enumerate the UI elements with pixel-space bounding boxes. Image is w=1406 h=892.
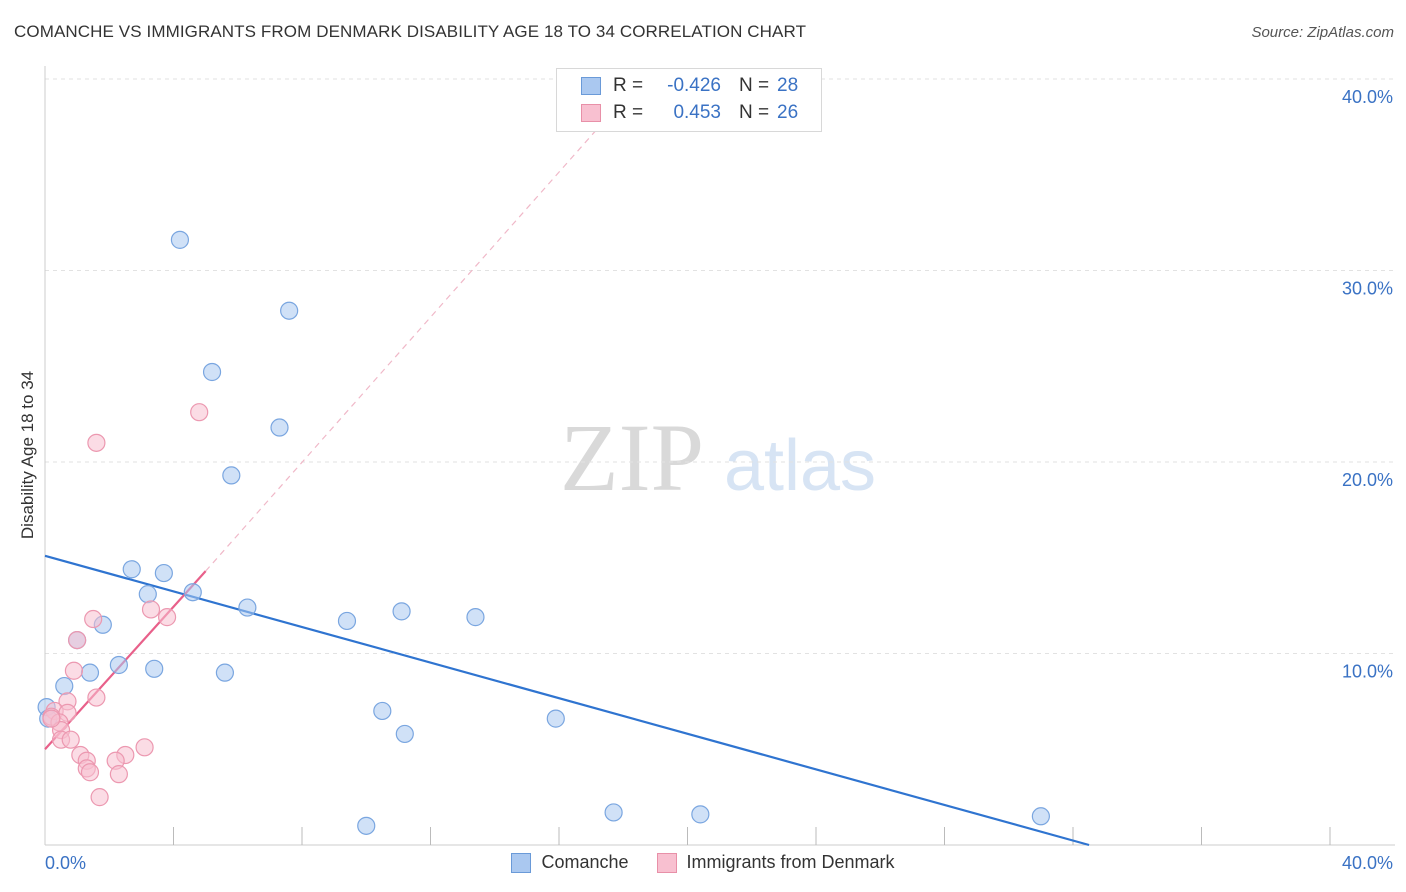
- n-value: 26: [777, 102, 799, 123]
- point-denmark[interactable]: [135, 738, 154, 757]
- point-comanche[interactable]: [337, 611, 357, 631]
- point-comanche[interactable]: [222, 466, 241, 485]
- x-min-label: 0.0%: [45, 853, 86, 873]
- gridlines: [45, 78, 1395, 654]
- point-denmark[interactable]: [84, 609, 103, 629]
- point-comanche[interactable]: [154, 563, 173, 583]
- legend-swatch-denmark: [581, 104, 601, 122]
- watermark-zip: ZIP: [560, 404, 704, 511]
- point-comanche[interactable]: [138, 585, 157, 604]
- watermark: ZIP atlas: [560, 404, 876, 511]
- y-tick-label: 10.0%: [1342, 662, 1393, 682]
- point-denmark[interactable]: [87, 688, 106, 707]
- y-tick-label: 40.0%: [1342, 87, 1393, 107]
- point-comanche[interactable]: [270, 418, 289, 437]
- point-comanche[interactable]: [604, 803, 623, 822]
- point-comanche[interactable]: [1031, 807, 1050, 826]
- legend-swatch-denmark: [656, 852, 677, 873]
- point-comanche[interactable]: [546, 709, 565, 728]
- point-denmark[interactable]: [61, 730, 80, 749]
- x-max-label: 40.0%: [1342, 853, 1393, 873]
- point-comanche[interactable]: [392, 602, 411, 621]
- legend-label-denmark: Immigrants from Denmark: [686, 852, 895, 872]
- point-comanche[interactable]: [238, 598, 257, 617]
- point-denmark[interactable]: [109, 765, 128, 784]
- legend-row-comanche: R = -0.426 N = 28: [581, 74, 798, 98]
- point-comanche[interactable]: [215, 663, 234, 682]
- point-comanche[interactable]: [122, 560, 141, 579]
- legend-swatch-comanche: [511, 852, 532, 873]
- n-value: 28: [777, 75, 799, 96]
- legend-label-comanche: Comanche: [541, 852, 629, 872]
- chart-title: COMANCHE VS IMMIGRANTS FROM DENMARK DISA…: [14, 22, 807, 41]
- trend-extension-denmark: [205, 124, 602, 572]
- tick-labels: 0.0% 40.0% 10.0% 20.0% 30.0% 40.0%: [45, 87, 1393, 873]
- legend-swatch-comanche: [581, 77, 601, 95]
- point-comanche[interactable]: [395, 724, 414, 744]
- correlation-legend: R = -0.426 N = 28 R = 0.453 N = 26: [556, 68, 822, 132]
- point-comanche[interactable]: [691, 805, 710, 824]
- point-comanche[interactable]: [202, 362, 222, 382]
- legend-item-comanche[interactable]: Comanche: [511, 852, 629, 873]
- point-comanche[interactable]: [170, 230, 190, 249]
- r-label: R =: [613, 75, 644, 96]
- point-comanche[interactable]: [109, 655, 128, 675]
- point-denmark[interactable]: [42, 709, 61, 728]
- point-comanche[interactable]: [280, 301, 299, 320]
- y-tick-label: 20.0%: [1342, 470, 1393, 490]
- r-label: R =: [613, 102, 644, 123]
- point-denmark[interactable]: [80, 763, 100, 782]
- point-denmark[interactable]: [68, 630, 87, 650]
- n-label: N =: [739, 75, 770, 96]
- point-comanche[interactable]: [466, 608, 485, 627]
- axes: [44, 66, 1395, 846]
- y-tick-label: 30.0%: [1342, 279, 1393, 299]
- trend-line-comanche: [44, 554, 1090, 847]
- point-denmark[interactable]: [87, 433, 106, 452]
- watermark-atlas: atlas: [724, 426, 876, 506]
- point-comanche[interactable]: [145, 659, 164, 678]
- point-comanche[interactable]: [55, 676, 74, 696]
- n-label: N =: [739, 102, 770, 123]
- point-denmark[interactable]: [141, 600, 161, 619]
- point-comanche[interactable]: [373, 701, 392, 721]
- series-legend: Comanche Immigrants from Denmark: [0, 852, 1406, 873]
- data-points: [37, 230, 1050, 835]
- y-axis-label: Disability Age 18 to 34: [18, 370, 37, 540]
- point-comanche[interactable]: [80, 663, 100, 682]
- r-value: -0.426: [667, 75, 721, 96]
- point-denmark[interactable]: [157, 608, 177, 627]
- point-denmark[interactable]: [90, 788, 109, 807]
- legend-row-denmark: R = 0.453 N = 26: [581, 101, 798, 125]
- point-denmark[interactable]: [190, 403, 209, 422]
- r-value: 0.453: [673, 102, 721, 123]
- point-comanche[interactable]: [357, 816, 376, 835]
- legend-item-denmark[interactable]: Immigrants from Denmark: [656, 852, 895, 873]
- source-label: Source: ZipAtlas.com: [1251, 24, 1394, 41]
- point-comanche[interactable]: [183, 583, 202, 602]
- point-denmark[interactable]: [64, 661, 84, 680]
